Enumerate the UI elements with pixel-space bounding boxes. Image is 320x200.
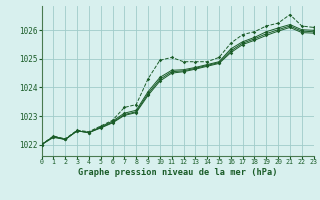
X-axis label: Graphe pression niveau de la mer (hPa): Graphe pression niveau de la mer (hPa) [78, 168, 277, 177]
